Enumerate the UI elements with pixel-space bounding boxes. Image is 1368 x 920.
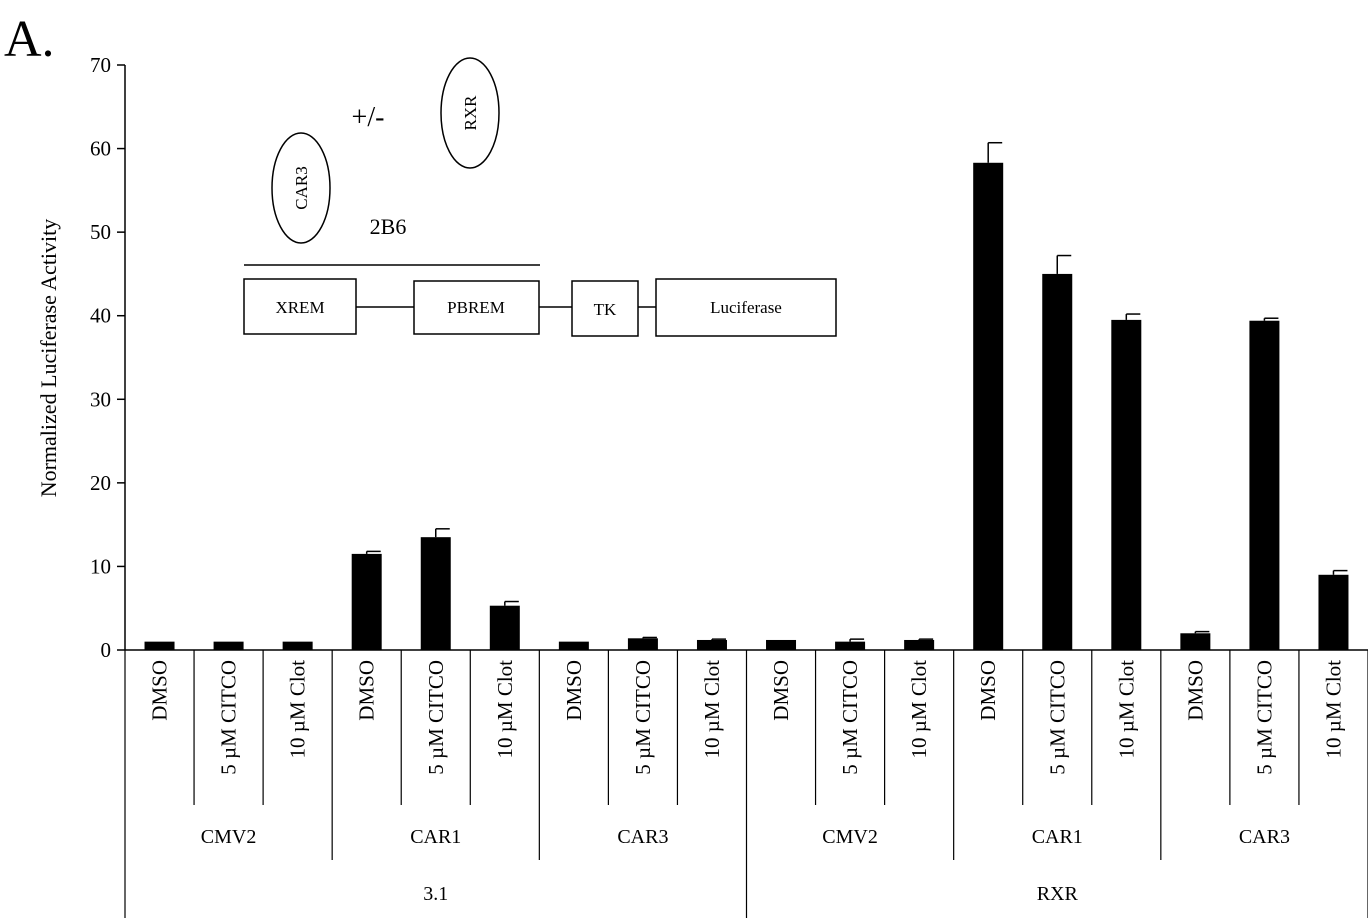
bar <box>1249 320 1280 650</box>
subgroup-label: CMV2 <box>201 826 257 848</box>
y-tick-label: 20 <box>90 471 111 495</box>
y-tick-label: 70 <box>90 53 111 77</box>
y-axis: 0 10 20 30 40 50 60 70 <box>90 53 1368 662</box>
xrem-label: XREM <box>275 298 324 317</box>
y-tick-label: 40 <box>90 304 111 328</box>
construct-diagram: +/- RXR CAR3 2B6 XREM PBREM TK Luciferas… <box>243 57 837 337</box>
category-label: DMSO <box>562 660 586 721</box>
category-label: 10 µM Clot <box>907 660 931 759</box>
car3-ellipse <box>271 132 331 244</box>
category-label: DMSO <box>1183 660 1207 721</box>
bar <box>835 641 866 650</box>
tk-label: TK <box>594 300 617 319</box>
subgroup-label: CAR3 <box>617 826 668 848</box>
group-label: 3.1 <box>423 883 448 905</box>
rxr-ellipse <box>440 57 500 169</box>
category-label: 10 µM Clot <box>286 660 310 759</box>
luciferase-label: Luciferase <box>710 298 782 317</box>
tk-box <box>571 280 639 337</box>
subgroup-label: CAR3 <box>1239 826 1290 848</box>
bar <box>1180 633 1211 650</box>
bar <box>213 641 244 650</box>
category-label: DMSO <box>769 660 793 721</box>
bar <box>351 553 382 650</box>
bar <box>1111 319 1142 650</box>
category-label: DMSO <box>148 660 172 721</box>
luciferase-box <box>655 278 837 337</box>
error-bars <box>365 141 1348 642</box>
category-label: DMSO <box>976 660 1000 721</box>
bar <box>973 162 1004 650</box>
subgroup-label: CAR1 <box>1032 826 1083 848</box>
bar <box>144 641 175 650</box>
category-label: 5 µM CITCO <box>631 660 655 775</box>
plus-minus-label: +/- <box>352 102 385 133</box>
bar <box>904 639 935 650</box>
category-label: 10 µM Clot <box>493 660 517 759</box>
subgroup-label: CMV2 <box>822 826 878 848</box>
bar <box>1318 574 1349 650</box>
bar <box>489 605 520 650</box>
category-label: 5 µM CITCO <box>838 660 862 775</box>
bar <box>420 537 451 650</box>
y-axis-label: Normalized Luciferase Activity <box>36 219 61 498</box>
bar <box>696 639 727 650</box>
category-label: 10 µM Clot <box>1114 660 1138 759</box>
pbrem-label: PBREM <box>447 298 505 317</box>
category-label: 5 µM CITCO <box>1045 660 1069 775</box>
gene-label: 2B6 <box>370 214 407 239</box>
y-tick-label: 50 <box>90 220 111 244</box>
y-tick-label: 30 <box>90 387 111 411</box>
bar <box>627 638 658 650</box>
car3-label: CAR3 <box>292 166 311 209</box>
category-label: 5 µM CITCO <box>217 660 241 775</box>
bar <box>282 641 313 650</box>
category-label: 5 µM CITCO <box>424 660 448 775</box>
bars <box>144 162 1349 650</box>
bar <box>558 641 589 650</box>
subgroup-label: CAR1 <box>410 826 461 848</box>
y-tick-label: 60 <box>90 137 111 161</box>
category-label: 10 µM Clot <box>1321 660 1345 759</box>
category-label: 5 µM CITCO <box>1252 660 1276 775</box>
bar <box>766 639 797 650</box>
bar <box>1042 273 1073 650</box>
category-label: 10 µM Clot <box>700 660 724 759</box>
panel-letter: A. <box>4 11 55 68</box>
category-axis: DMSO 5 µM CITCO 10 µM Clot DMSO 5 µM CITCO 10… <box>124 650 1368 918</box>
group-label: RXR <box>1037 883 1079 905</box>
y-tick-label: 10 <box>90 554 111 578</box>
rxr-label: RXR <box>461 95 480 131</box>
category-label: DMSO <box>355 660 379 721</box>
y-tick-label: 0 <box>101 638 112 662</box>
